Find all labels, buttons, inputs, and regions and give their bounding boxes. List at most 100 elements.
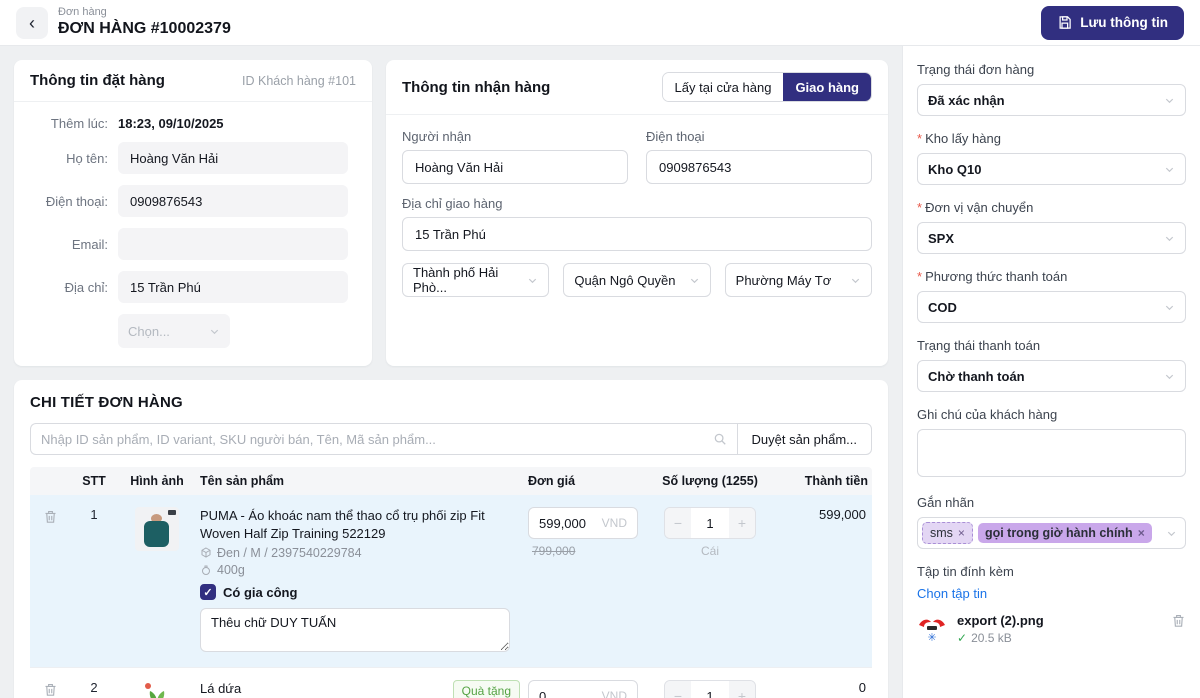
col-stt: STT <box>82 474 106 488</box>
items-table-header: STT Hình ảnh Tên sản phẩm Đơn giá Số lượ… <box>30 467 872 495</box>
warehouse-label: * Kho lấy hàng <box>917 131 1001 146</box>
delivery-address-label: Địa chỉ giao hàng <box>402 196 503 211</box>
receiver-phone-label: Điện thoại <box>646 129 705 144</box>
save-label: Lưu thông tin <box>1080 15 1168 30</box>
carrier-select[interactable]: SPX <box>917 222 1186 254</box>
order-info-title: Thông tin đặt hàng <box>30 72 165 89</box>
delete-item-icon[interactable] <box>30 668 70 697</box>
receiver-field[interactable]: Hoàng Văn Hải <box>402 150 628 184</box>
ward-select[interactable]: Phường Máy Tơ <box>724 263 872 297</box>
delete-item-icon[interactable] <box>30 495 70 524</box>
required-asterisk: * <box>917 131 923 146</box>
order-status-value: Đã xác nhận <box>928 92 1005 108</box>
processing-note-input[interactable]: Thêu chữ DUY TUẤN <box>200 608 510 653</box>
receiver-label: Người nhận <box>402 129 472 144</box>
product-image <box>135 507 179 551</box>
tag-sms: sms × <box>922 522 973 544</box>
processing-checkbox[interactable]: ✓ <box>200 584 216 601</box>
col-price: Đơn giá <box>528 474 576 488</box>
city-value: Thành phố Hải Phò... <box>413 265 499 295</box>
shipping-info-card: Thông tin nhận hàng Lấy tại cửa hàng Gia… <box>386 60 888 366</box>
quantity-stepper: − 1 + <box>664 507 756 539</box>
order-details-card: CHI TIẾT ĐƠN HÀNG Duyệt sản phẩm... STT … <box>14 380 888 698</box>
delivery-method-toggle: Lấy tại cửa hàng Giao hàng <box>661 72 872 102</box>
payment-status-label: Trạng thái thanh toán <box>917 338 1041 353</box>
payment-method-value: COD <box>928 299 957 315</box>
customer-note-input[interactable] <box>917 429 1186 477</box>
currency-label: VND <box>601 689 627 698</box>
choose-file-link[interactable]: Chọn tập tin <box>917 586 988 601</box>
chevron-down-icon <box>1164 164 1175 175</box>
line-total: 599,000 <box>819 507 866 522</box>
qty-plus-button[interactable]: + <box>729 508 755 538</box>
customer-address-field[interactable]: 15 Trần Phú <box>118 271 348 303</box>
table-row: 2 Lá dứa RK000017 <box>30 668 872 698</box>
currency-label: VND <box>601 516 627 530</box>
customer-address-select[interactable]: Chọn... <box>118 314 230 348</box>
unit-price-input[interactable]: 599,000 VND <box>528 507 638 539</box>
carrier-value: SPX <box>928 230 955 246</box>
customer-address-label: Địa chỉ: <box>64 279 108 295</box>
col-qty: Số lượng (1255) <box>662 474 758 488</box>
added-at-value: 18:23, 09/10/2025 <box>118 116 224 131</box>
tags-input[interactable]: sms × gọi trong giờ hành chính × <box>917 517 1186 549</box>
product-search-input[interactable] <box>41 431 713 447</box>
item-stt: 1 <box>90 507 98 522</box>
delivery-address-field[interactable]: 15 Trần Phú <box>402 217 872 251</box>
tag-call-office-hours: gọi trong giờ hành chính × <box>977 523 1152 543</box>
warehouse-select[interactable]: Kho Q10 <box>917 153 1186 185</box>
customer-phone-field[interactable]: 0909876543 <box>118 185 348 217</box>
svg-text:✳: ✳ <box>927 632 936 643</box>
product-search-box <box>30 423 737 455</box>
remove-tag-icon[interactable]: × <box>957 526 965 540</box>
chevron-down-icon <box>850 275 861 286</box>
city-select[interactable]: Thành phố Hải Phò... <box>402 263 550 297</box>
shipping-info-title: Thông tin nhận hàng <box>402 78 551 96</box>
order-status-select[interactable]: Đã xác nhận <box>917 84 1186 116</box>
pickup-tab[interactable]: Lấy tại cửa hàng <box>662 73 784 101</box>
tag-text: gọi trong giờ hành chính <box>984 526 1133 540</box>
col-name: Tên sản phẩm <box>200 474 285 488</box>
payment-method-select[interactable]: COD <box>917 291 1186 323</box>
warehouse-value: Kho Q10 <box>928 161 982 177</box>
save-button[interactable]: Lưu thông tin <box>1041 5 1184 40</box>
carrier-label: * Đơn vị vận chuyển <box>917 200 1034 215</box>
qty-value[interactable]: 1 <box>691 681 729 698</box>
payment-method-label: * Phương thức thanh toán <box>917 269 1068 284</box>
payment-status-value: Chờ thanh toán <box>928 368 1025 384</box>
unit-price-input[interactable]: 0 VND <box>528 680 638 698</box>
save-icon <box>1057 15 1072 30</box>
chevron-down-icon <box>209 326 220 337</box>
receiver-phone-field[interactable]: 0909876543 <box>646 150 872 184</box>
address-select-placeholder: Chọn... <box>128 323 170 339</box>
remove-tag-icon[interactable]: × <box>1137 526 1145 540</box>
delete-file-icon[interactable] <box>1171 613 1186 628</box>
qty-value[interactable]: 1 <box>691 508 729 538</box>
chevron-down-icon <box>527 275 538 286</box>
delivery-tab[interactable]: Giao hàng <box>783 73 871 101</box>
col-image: Hình ảnh <box>130 474 184 488</box>
main-content: Thông tin đặt hàng ID Khách hàng #101 Th… <box>0 46 902 698</box>
required-asterisk: * <box>917 200 923 215</box>
check-icon: ✓ <box>957 631 968 645</box>
qty-minus-button[interactable]: − <box>665 681 691 698</box>
qty-minus-button[interactable]: − <box>665 508 691 538</box>
customer-email-field[interactable] <box>118 228 348 260</box>
browse-products-button[interactable]: Duyệt sản phẩm... <box>736 423 872 455</box>
variant-icon <box>200 547 212 559</box>
back-button[interactable]: ‹ <box>16 6 48 39</box>
customer-name-field[interactable]: Hoàng Văn Hải <box>118 142 348 174</box>
customer-phone-label: Điện thoại: <box>45 193 108 209</box>
added-at-label: Thêm lúc: <box>50 116 108 131</box>
product-name: Lá dứa <box>200 681 242 697</box>
ward-value: Phường Máy Tơ <box>735 272 832 288</box>
gift-badge: Quà tặng <box>452 680 520 698</box>
payment-status-select[interactable]: Chờ thanh toán <box>917 360 1186 392</box>
product-variant: Đen / M / 2397540229784 <box>217 546 362 561</box>
qty-plus-button[interactable]: + <box>729 681 755 698</box>
district-select[interactable]: Quận Ngô Quyền <box>563 263 711 297</box>
table-row: 1 PUMA - Áo khoác nam thể thao cổ trụ ph… <box>30 495 872 669</box>
processing-label: Có gia công <box>223 584 298 600</box>
district-value: Quận Ngô Quyền <box>574 272 676 288</box>
chevron-down-icon <box>1164 95 1175 106</box>
